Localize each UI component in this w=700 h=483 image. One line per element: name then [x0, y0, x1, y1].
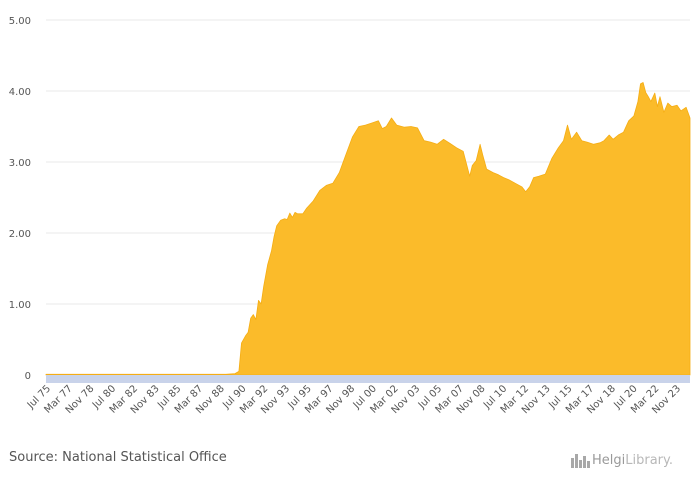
y-tick-label: 2.00 — [9, 229, 31, 240]
x-axis-band — [46, 375, 690, 383]
logo-name: Helgi — [592, 452, 626, 468]
source-note: Source: National Statistical Office — [9, 450, 227, 465]
y-tick-label: 0 — [25, 371, 31, 382]
city-skyline-icon — [571, 454, 590, 468]
y-tick-label: 5.00 — [9, 16, 31, 27]
helgi-library-logo[interactable]: Helgi Library. — [570, 450, 673, 470]
y-tick-label: 1.00 — [9, 300, 31, 311]
plot-area — [45, 82, 691, 376]
y-tick-label: 4.00 — [9, 87, 31, 98]
y-tick-label: 3.00 — [9, 158, 31, 169]
y-axis-ticks: 0 1.00 2.00 3.00 4.00 5.00 — [9, 16, 31, 382]
logo-suffix: Library. — [625, 452, 673, 468]
series-area — [45, 82, 691, 376]
